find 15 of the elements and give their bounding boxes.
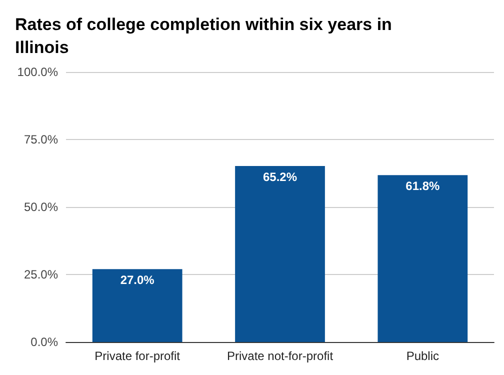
y-tick-label: 25.0%	[24, 268, 58, 282]
x-tick-label: Public	[406, 349, 440, 363]
chart-title: Rates of college completion within six years in Illinois	[15, 15, 397, 57]
y-tick-label: 100.0%	[17, 65, 58, 79]
bar	[92, 269, 182, 342]
bar	[378, 175, 468, 342]
data-label: 61.8%	[406, 179, 440, 194]
data-label: 65.2%	[262, 170, 298, 184]
x-tick-label: Private for-profit	[94, 349, 181, 363]
bar	[235, 166, 325, 342]
data-label: 27.0%	[120, 273, 155, 288]
y-tick-label: 75.0%	[24, 132, 58, 146]
x-tick-label: Private not-for-profit	[226, 349, 334, 363]
y-tick-label: 0.0%	[30, 335, 58, 349]
y-tick-label: 50.0%	[24, 200, 58, 214]
